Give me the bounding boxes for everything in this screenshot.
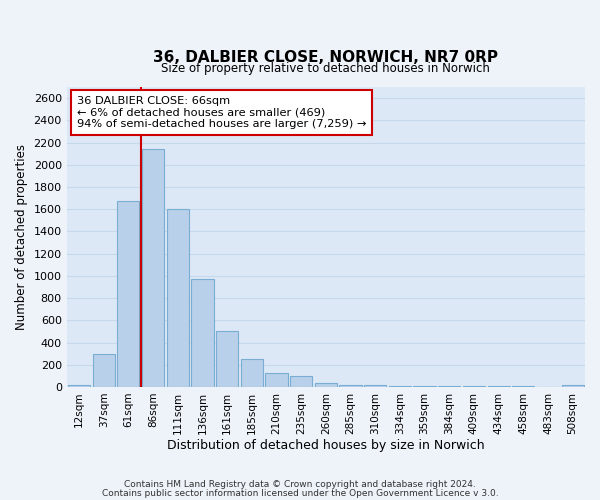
Title: 36, DALBIER CLOSE, NORWICH, NR7 0RP: 36, DALBIER CLOSE, NORWICH, NR7 0RP [154, 50, 499, 65]
Bar [265, 372, 287, 387]
Bar [142, 149, 164, 387]
Bar [216, 331, 238, 387]
Text: 36 DALBIER CLOSE: 66sqm
← 6% of detached houses are smaller (469)
94% of semi-de: 36 DALBIER CLOSE: 66sqm ← 6% of detached… [77, 96, 367, 129]
Bar [438, 386, 460, 387]
Y-axis label: Number of detached properties: Number of detached properties [15, 144, 28, 330]
Text: Contains public sector information licensed under the Open Government Licence v : Contains public sector information licen… [101, 488, 499, 498]
Text: Size of property relative to detached houses in Norwich: Size of property relative to detached ho… [161, 62, 490, 75]
Bar [562, 384, 584, 387]
Bar [364, 386, 386, 387]
Bar [488, 386, 510, 387]
Bar [315, 383, 337, 387]
Bar [167, 209, 189, 387]
Bar [340, 384, 362, 387]
Bar [241, 358, 263, 387]
Bar [68, 384, 90, 387]
Bar [290, 376, 312, 387]
Bar [389, 386, 411, 387]
Bar [413, 386, 436, 387]
Bar [463, 386, 485, 387]
Bar [117, 202, 139, 387]
X-axis label: Distribution of detached houses by size in Norwich: Distribution of detached houses by size … [167, 440, 485, 452]
Text: Contains HM Land Registry data © Crown copyright and database right 2024.: Contains HM Land Registry data © Crown c… [124, 480, 476, 489]
Bar [191, 279, 214, 387]
Bar [512, 386, 535, 387]
Bar [92, 354, 115, 387]
